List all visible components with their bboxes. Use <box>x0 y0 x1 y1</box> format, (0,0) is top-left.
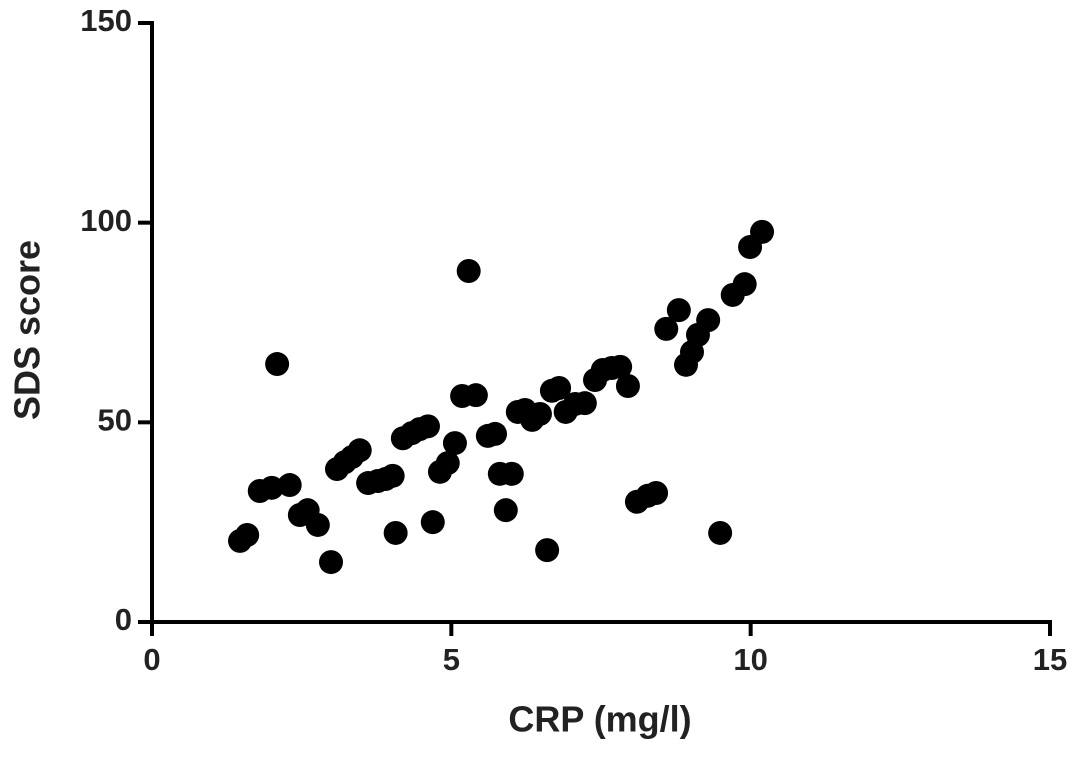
point <box>644 481 669 506</box>
x-tick-label: 5 <box>443 642 460 677</box>
y-tick-label: 0 <box>115 602 132 637</box>
point <box>259 475 284 500</box>
y-tick-label: 150 <box>80 3 132 38</box>
point <box>499 461 524 486</box>
point <box>319 550 344 575</box>
y-tick-label: 50 <box>98 403 132 438</box>
point <box>615 373 640 398</box>
point <box>456 258 481 283</box>
point <box>572 391 597 416</box>
point <box>420 510 445 535</box>
point <box>383 520 408 545</box>
point <box>527 401 552 426</box>
x-tick-label: 10 <box>733 642 767 677</box>
x-axis-title: CRP (mg/l) <box>508 699 691 740</box>
point <box>265 352 290 377</box>
point <box>415 414 440 439</box>
point <box>547 375 572 400</box>
y-tick-label: 100 <box>80 203 132 238</box>
x-tick-label: 15 <box>1033 642 1067 677</box>
point <box>380 463 405 488</box>
point <box>732 272 757 297</box>
point <box>535 538 560 563</box>
point <box>463 383 488 408</box>
point <box>442 431 467 456</box>
point <box>654 316 679 341</box>
x-tick-label: 0 <box>143 642 160 677</box>
point <box>750 219 775 244</box>
point <box>696 308 721 333</box>
y-axis-title: SDS score <box>7 240 48 420</box>
point <box>305 512 330 537</box>
point <box>277 473 302 498</box>
point <box>708 520 733 545</box>
point <box>608 354 633 379</box>
point <box>435 451 460 476</box>
point <box>666 298 691 323</box>
point <box>483 421 508 446</box>
point <box>493 498 518 523</box>
point <box>235 522 260 547</box>
point <box>347 438 372 463</box>
